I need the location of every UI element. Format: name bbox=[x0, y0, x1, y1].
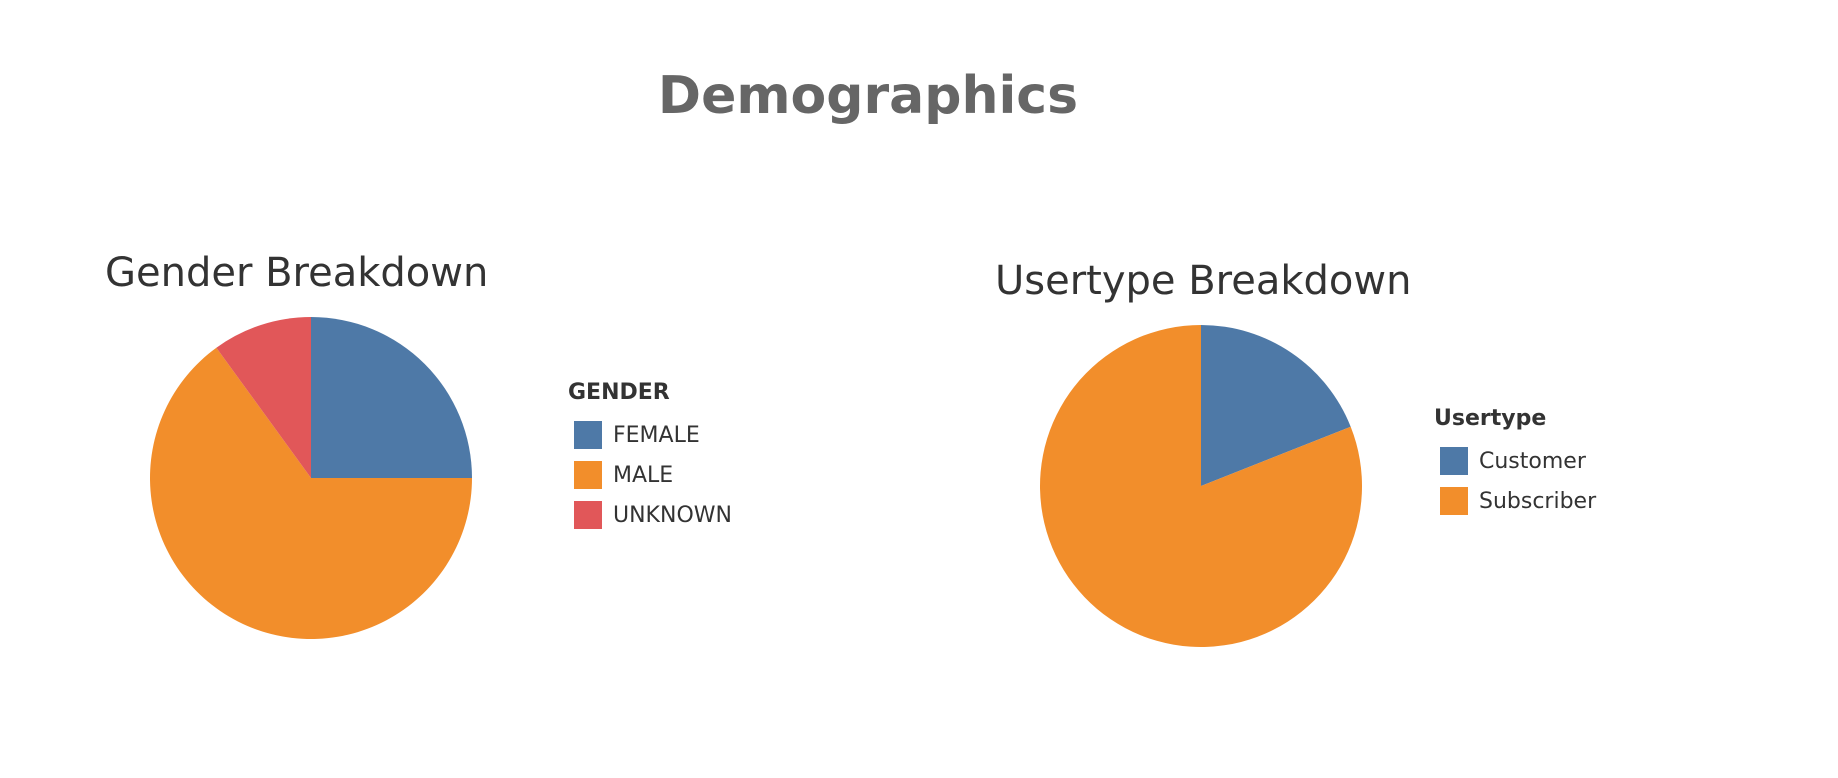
legend-label: MALE bbox=[613, 462, 674, 488]
gender-pie-chart bbox=[150, 317, 472, 639]
legend-label: Customer bbox=[1479, 448, 1586, 474]
legend-swatch bbox=[1440, 447, 1468, 475]
gender-pie-slice-male[interactable] bbox=[150, 347, 472, 639]
legend-label: UNKNOWN bbox=[613, 502, 732, 528]
gender-legend-item-male[interactable]: MALE bbox=[568, 455, 732, 495]
gender-pie-slice-female[interactable] bbox=[311, 317, 472, 478]
legend-label: FEMALE bbox=[613, 422, 700, 448]
gender-legend: GENDER FEMALE MALE UNKNOWN bbox=[568, 380, 732, 535]
dashboard-title: Demographics bbox=[657, 66, 1079, 126]
usertype-legend-item-customer[interactable]: Customer bbox=[1434, 441, 1596, 481]
usertype-legend-items: Customer Subscriber bbox=[1434, 441, 1596, 521]
legend-swatch bbox=[574, 421, 602, 449]
usertype-legend-title: Usertype bbox=[1434, 406, 1547, 431]
usertype-pie-chart bbox=[1040, 325, 1362, 647]
usertype-pie-slice-customer[interactable] bbox=[1201, 325, 1351, 486]
legend-swatch bbox=[574, 501, 602, 529]
usertype-pie-slice-subscriber[interactable] bbox=[1040, 325, 1362, 647]
usertype-chart-title: Usertype Breakdown bbox=[995, 258, 1412, 304]
legend-swatch bbox=[1440, 487, 1468, 515]
gender-legend-items: FEMALE MALE UNKNOWN bbox=[568, 415, 732, 535]
gender-legend-item-unknown[interactable]: UNKNOWN bbox=[568, 495, 732, 535]
legend-swatch bbox=[574, 461, 602, 489]
gender-chart-title: Gender Breakdown bbox=[105, 250, 489, 296]
usertype-legend-item-subscriber[interactable]: Subscriber bbox=[1434, 481, 1596, 521]
gender-legend-title: GENDER bbox=[568, 380, 670, 405]
gender-legend-item-female[interactable]: FEMALE bbox=[568, 415, 732, 455]
usertype-legend: Usertype Customer Subscriber bbox=[1434, 406, 1596, 521]
gender-pie-slice-unknown[interactable] bbox=[216, 317, 311, 478]
legend-label: Subscriber bbox=[1479, 488, 1597, 514]
